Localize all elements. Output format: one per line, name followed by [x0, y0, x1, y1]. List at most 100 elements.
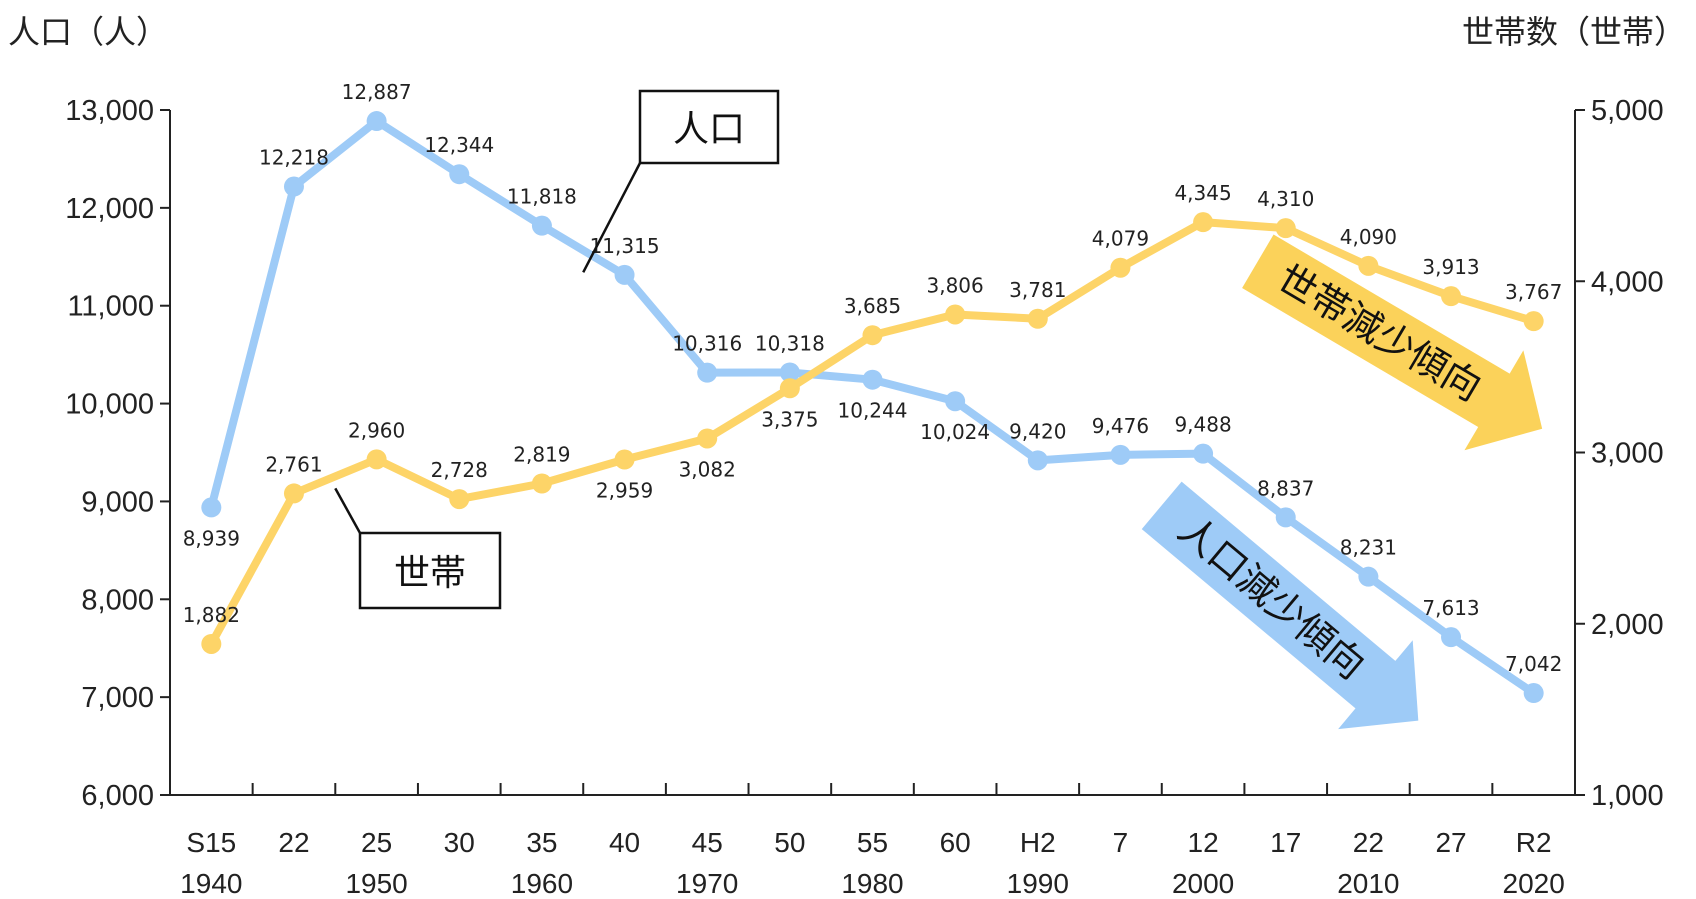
households-data-point [697, 428, 718, 449]
households-data-point [1441, 286, 1462, 307]
x-year-label: 1950 [345, 868, 407, 899]
right-tick-label: 5,000 [1591, 95, 1664, 127]
x-category-label: 25 [361, 827, 392, 858]
x-category-label: 22 [1353, 827, 1384, 858]
left-axis-title: 人口（人） [8, 13, 168, 51]
left-tick-label: 11,000 [67, 291, 154, 323]
population-data-point [1110, 444, 1131, 465]
x-year-label: 1960 [511, 868, 573, 899]
population-data-label: 11,818 [507, 185, 577, 209]
population-callout-label: 人口 [673, 109, 745, 150]
left-tick-label: 10,000 [65, 389, 154, 421]
x-category-label: H2 [1020, 827, 1056, 858]
household-decline-arrow-shape [1242, 234, 1543, 451]
households-data-point [1275, 218, 1296, 239]
population-data-label: 10,244 [838, 399, 908, 423]
households-data-point [1358, 255, 1379, 276]
households-data-label: 2,761 [265, 452, 322, 476]
households-data-label: 3,685 [844, 294, 901, 318]
left-tick-label: 13,000 [65, 95, 154, 127]
population-data-label: 10,024 [920, 420, 990, 444]
x-category-label: 30 [444, 827, 475, 858]
population-data-label: 9,488 [1174, 413, 1231, 437]
population-decline-arrow-shape [1141, 481, 1419, 730]
data-labels: 8,93912,21812,88712,34411,81811,31510,31… [183, 80, 1563, 676]
households-data-point [1027, 308, 1048, 329]
population-data-label: 10,318 [755, 331, 825, 355]
population-decline-arrow-label: 人口減少傾向 [1170, 507, 1373, 687]
population-data-label: 9,476 [1092, 414, 1149, 438]
left-tick-label: 7,000 [81, 682, 154, 714]
population-callout-leader [582, 162, 642, 273]
x-category-label: R2 [1516, 827, 1552, 858]
households-data-point [614, 449, 635, 470]
population-data-label: 10,316 [672, 332, 742, 356]
x-year-label: 1970 [676, 868, 738, 899]
x-category-label: 22 [278, 827, 309, 858]
households-data-label: 2,959 [596, 479, 653, 503]
population-data-point [697, 362, 718, 383]
population-data-label: 7,042 [1505, 652, 1562, 676]
series-lines [201, 111, 1544, 704]
x-category-label: 55 [857, 827, 888, 858]
population-data-point [1523, 683, 1544, 704]
households-data-label: 3,082 [679, 457, 736, 481]
households-data-point [449, 489, 470, 510]
population-data-point [531, 215, 552, 236]
x-category-label: S15 [186, 827, 236, 858]
x-year-label: 1980 [841, 868, 903, 899]
population-data-point [201, 497, 222, 518]
x-category-label: 7 [1113, 827, 1129, 858]
population-data-point [1027, 450, 1048, 471]
households-data-point [201, 633, 222, 654]
population-data-label: 9,420 [1009, 419, 1066, 443]
x-category-label: 60 [940, 827, 971, 858]
households-data-point [1523, 311, 1544, 332]
households-data-label: 2,819 [513, 442, 570, 466]
population-data-label: 7,613 [1422, 596, 1479, 620]
left-tick-label: 9,000 [81, 486, 154, 518]
households-data-point [1193, 212, 1214, 233]
household-callout-leader [334, 487, 362, 534]
right-tick-label: 3,000 [1591, 438, 1664, 470]
households-data-label: 4,079 [1092, 227, 1149, 251]
households-data-point [945, 304, 966, 325]
x-category-label: 12 [1188, 827, 1219, 858]
population-data-point [1275, 507, 1296, 528]
population-data-label: 8,939 [183, 526, 240, 550]
x-year-label: 2000 [1172, 868, 1234, 899]
population-data-point [862, 369, 883, 390]
left-tick-label: 8,000 [81, 584, 154, 616]
x-category-label: 45 [692, 827, 723, 858]
households-data-point [366, 449, 387, 470]
population-callout-box [638, 89, 780, 165]
right-tick-label: 1,000 [1591, 780, 1664, 812]
population-data-point [366, 111, 387, 132]
x-category-label: 17 [1270, 827, 1301, 858]
households-data-point [283, 483, 304, 504]
population-data-point [945, 391, 966, 412]
households-data-label: 4,310 [1257, 187, 1314, 211]
households-data-label: 1,882 [183, 603, 240, 627]
left-tick-label: 6,000 [81, 780, 154, 812]
population-data-point [1193, 443, 1214, 464]
households-data-label: 3,375 [761, 407, 818, 431]
household-decline-arrow: 世帯減少傾向 [1242, 234, 1543, 451]
x-year-label: 2020 [1503, 868, 1565, 899]
population-data-point [614, 264, 635, 285]
population-data-label: 12,344 [424, 133, 494, 157]
x-category-label: 50 [774, 827, 805, 858]
households-data-label: 3,806 [927, 273, 984, 297]
right-axis-title: 世帯数（世帯） [1462, 13, 1686, 51]
population-data-point [1358, 566, 1379, 587]
population-data-label: 8,837 [1257, 476, 1314, 500]
population-data-point [449, 164, 470, 185]
households-data-label: 2,960 [348, 418, 405, 442]
x-year-label: 2010 [1337, 868, 1399, 899]
x-category-label: 35 [526, 827, 557, 858]
household-callout-label: 世帯 [394, 553, 466, 594]
x-year-label: 1940 [180, 868, 242, 899]
x-year-label: 1990 [1007, 868, 1069, 899]
